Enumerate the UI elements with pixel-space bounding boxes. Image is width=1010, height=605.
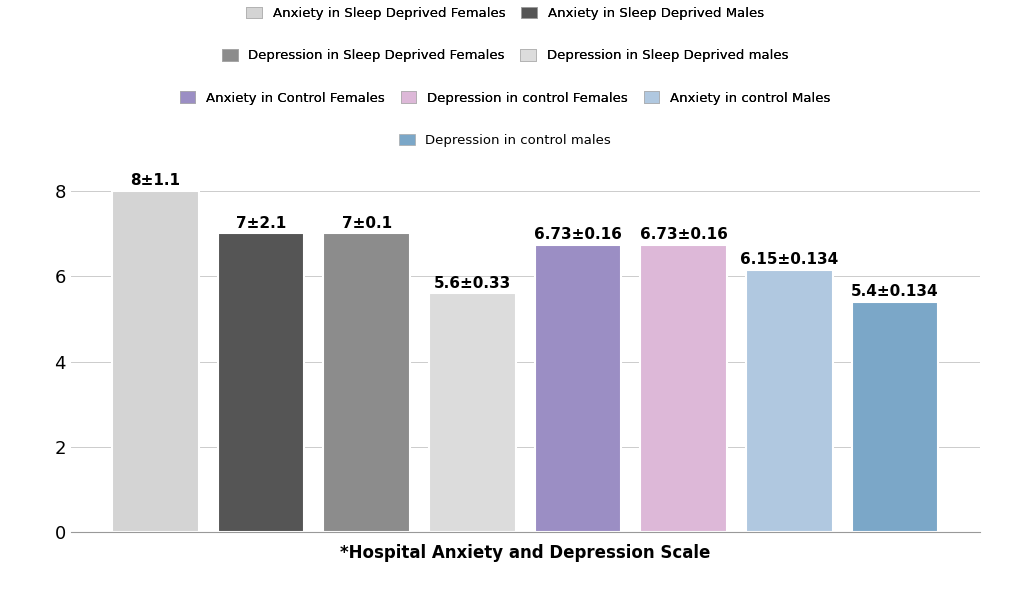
Bar: [746, 270, 832, 532]
Text: 8±1.1: 8±1.1: [130, 173, 181, 188]
Bar: [323, 234, 410, 532]
Text: 5.4±0.134: 5.4±0.134: [851, 284, 939, 299]
Text: 6.73±0.16: 6.73±0.16: [534, 227, 622, 243]
Text: 7±0.1: 7±0.1: [341, 216, 392, 231]
Bar: [429, 293, 516, 532]
Legend: Anxiety in Sleep Deprived Females, Anxiety in Sleep Deprived Males: Anxiety in Sleep Deprived Females, Anxie…: [246, 7, 764, 20]
Bar: [218, 234, 304, 532]
Legend: Anxiety in Control Females, Depression in control Females, Anxiety in control Ma: Anxiety in Control Females, Depression i…: [180, 91, 830, 105]
Bar: [534, 245, 621, 532]
Bar: [640, 245, 727, 532]
Text: 5.6±0.33: 5.6±0.33: [433, 276, 511, 290]
Text: 6.73±0.16: 6.73±0.16: [639, 227, 727, 243]
Legend: Depression in control males: Depression in control males: [399, 134, 611, 147]
Text: 6.15±0.134: 6.15±0.134: [740, 252, 838, 267]
Bar: [851, 302, 938, 532]
Bar: [112, 191, 199, 532]
Text: 7±2.1: 7±2.1: [236, 216, 286, 231]
X-axis label: *Hospital Anxiety and Depression Scale: *Hospital Anxiety and Depression Scale: [340, 543, 710, 561]
Legend: Depression in Sleep Deprived Females, Depression in Sleep Deprived males: Depression in Sleep Deprived Females, De…: [221, 49, 789, 62]
